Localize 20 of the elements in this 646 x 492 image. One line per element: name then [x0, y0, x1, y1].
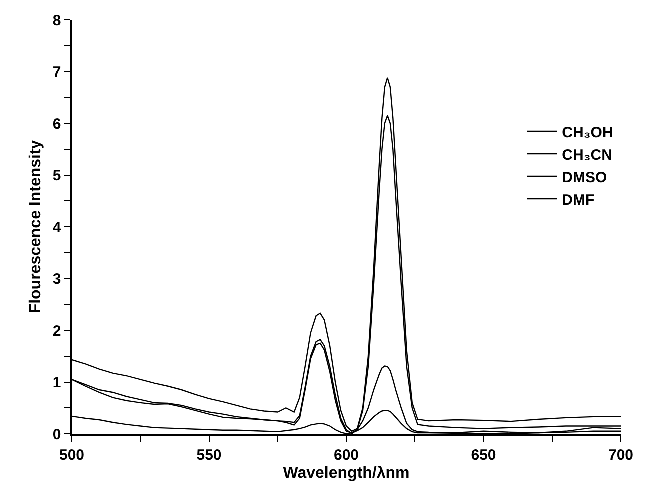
- x-tick-label: 500: [59, 446, 85, 464]
- y-tick-label: 7: [52, 64, 62, 81]
- x-tick-label: 650: [471, 446, 496, 464]
- y-tick-label: 3: [52, 271, 62, 288]
- legend-label: CH₃OH: [562, 124, 614, 142]
- x-tick-label: 600: [334, 446, 360, 464]
- legend-label: DMSO: [562, 169, 608, 186]
- y-tick-label: 8: [52, 12, 62, 30]
- y-tick-label: 6: [52, 116, 62, 133]
- y-tick-label: 0: [52, 426, 62, 444]
- y-tick-label: 4: [52, 219, 62, 236]
- y-axis-title: Flourescence Intensity: [27, 140, 44, 314]
- legend-label: DMF: [562, 192, 595, 209]
- y-tick-label: 1: [52, 374, 62, 392]
- x-tick-label: 700: [608, 446, 634, 464]
- y-tick-label: 2: [52, 322, 62, 340]
- x-tick-label: 550: [196, 446, 222, 464]
- y-tick-label: 5: [52, 168, 62, 184]
- legend-label: CH₃CN: [562, 146, 612, 164]
- x-axis-title: Wavelength/λnm: [283, 464, 410, 482]
